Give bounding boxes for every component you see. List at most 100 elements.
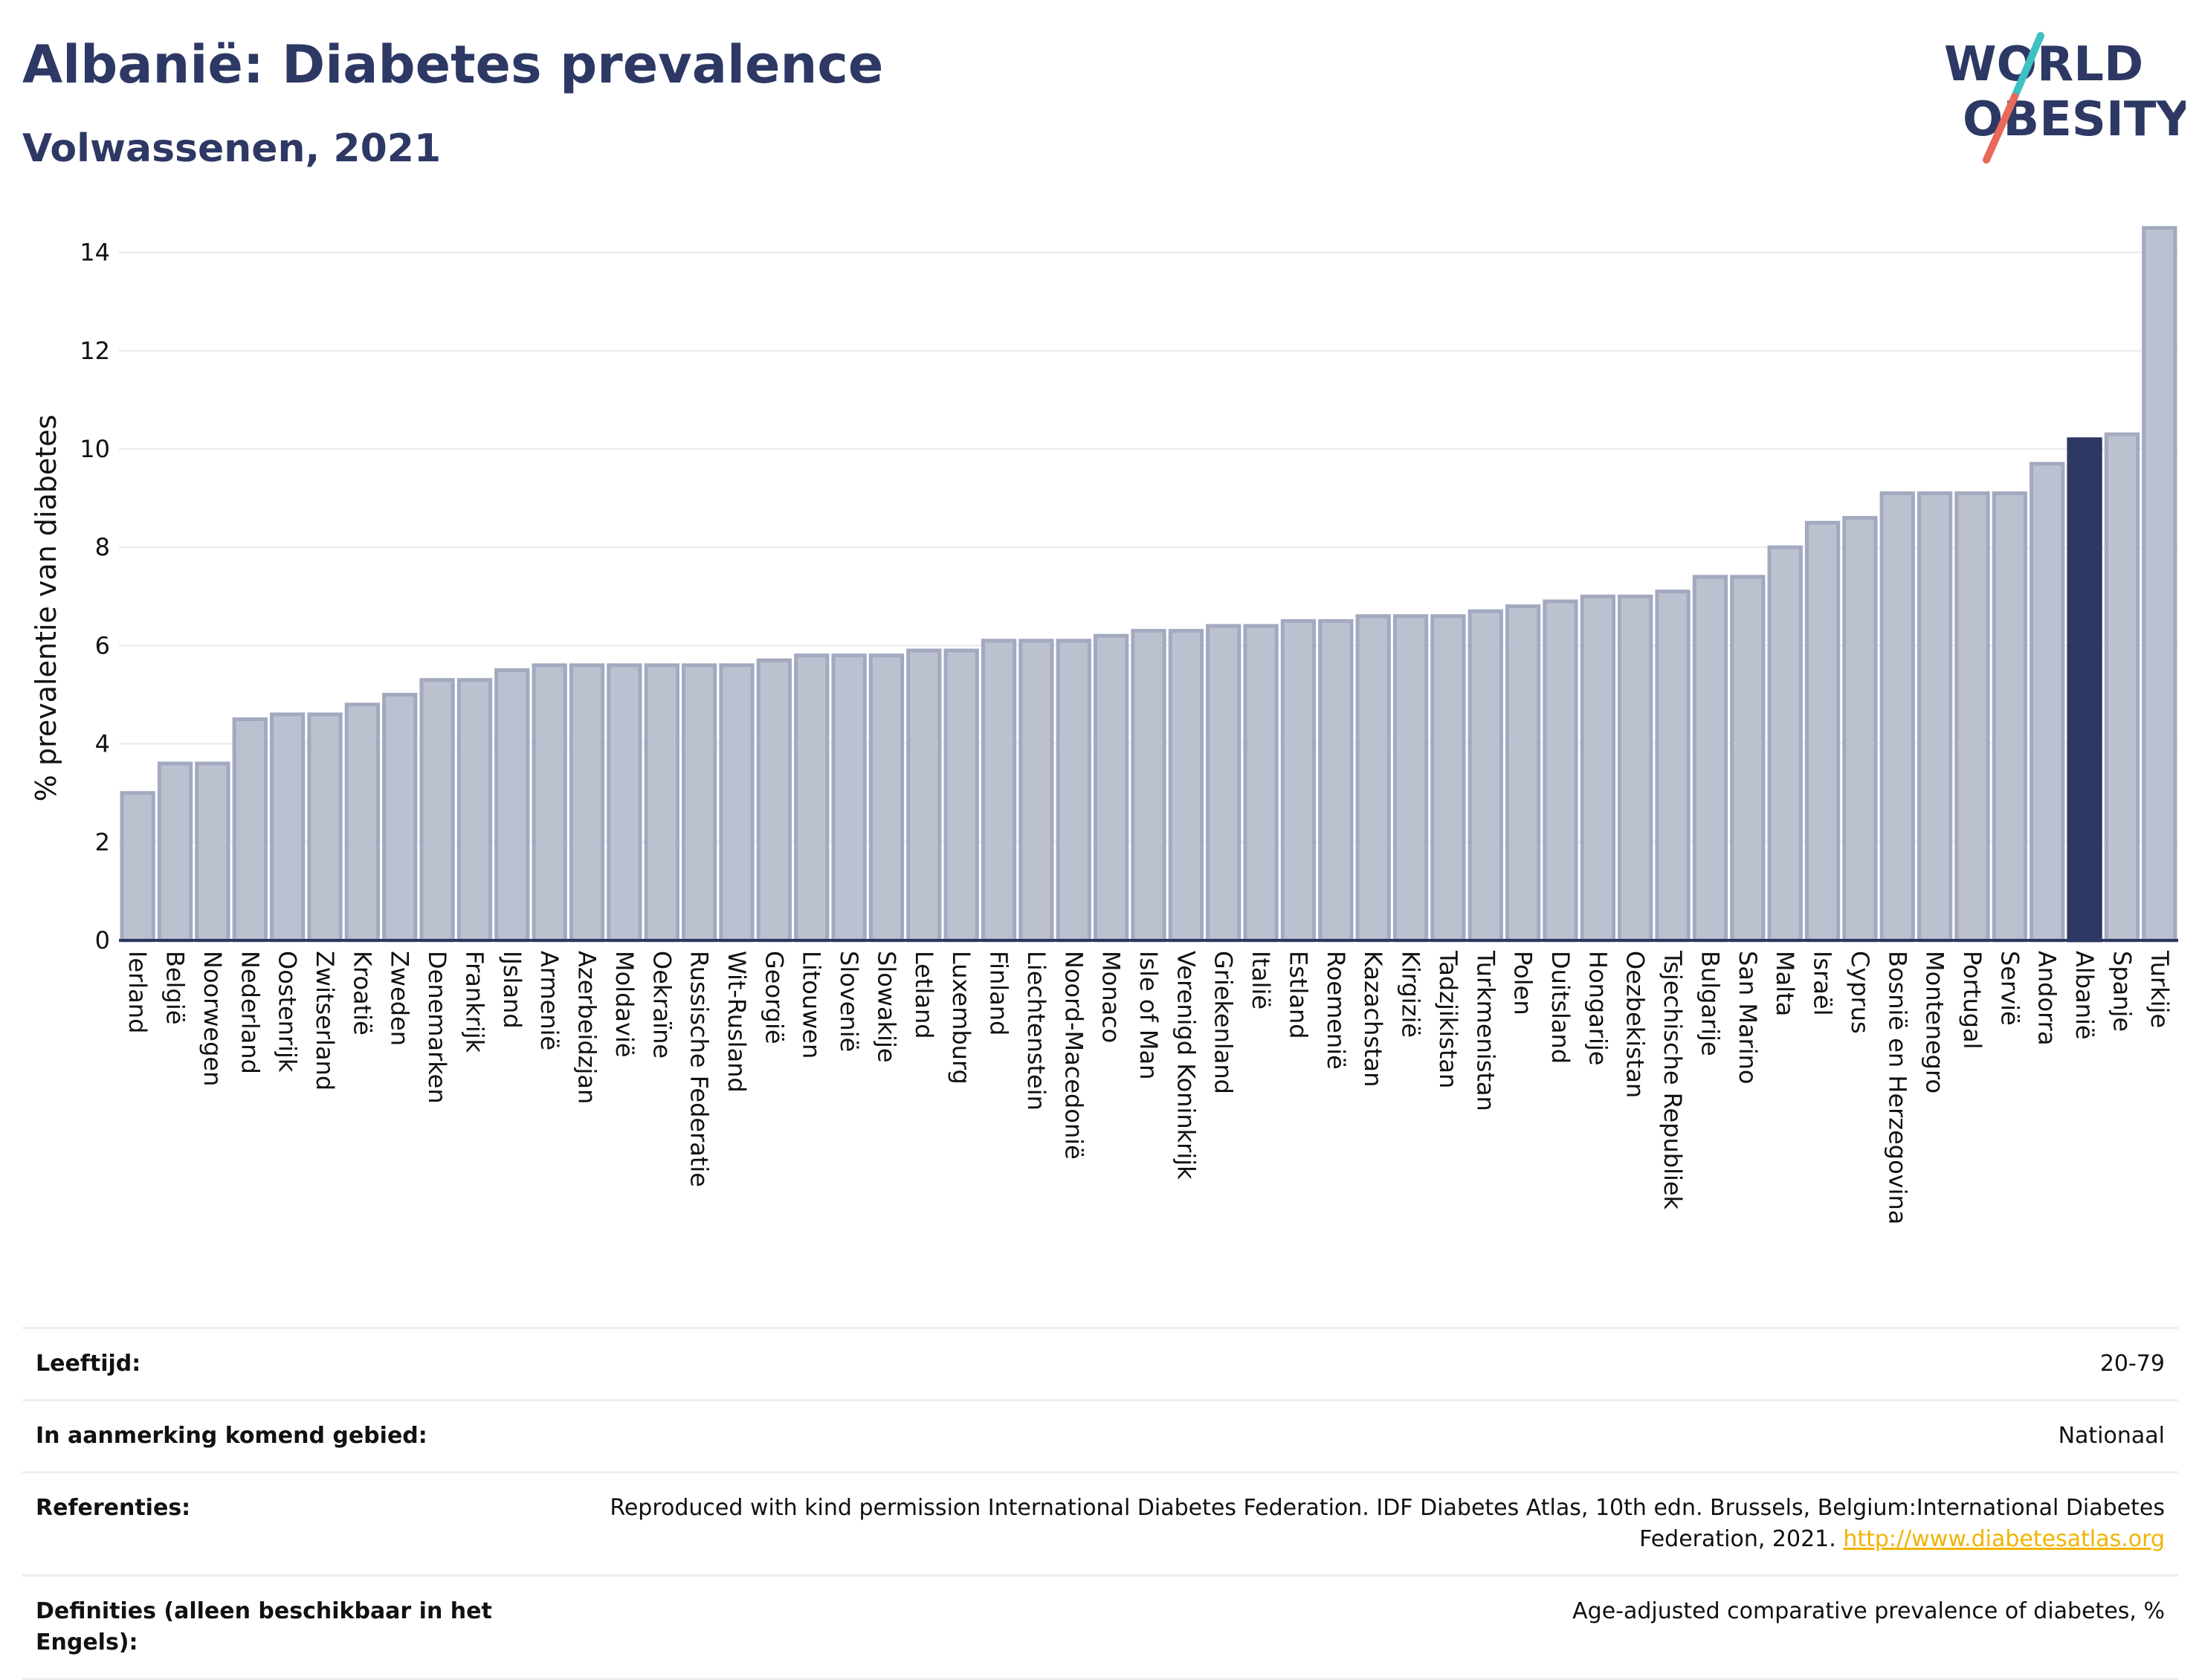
x-tick-label: Denemarken — [423, 951, 451, 1104]
x-tick-label: Monaco — [1097, 951, 1126, 1043]
x-tick-label: Oekraïne — [648, 951, 676, 1059]
x-tick-label: Litouwen — [798, 951, 826, 1059]
bar — [906, 648, 942, 943]
bar — [1355, 614, 1391, 943]
world-obesity-logo: WORLD OBESITY — [1944, 32, 2186, 164]
info-key: In aanmerking komend gebied: — [36, 1423, 427, 1449]
y-tick-label: 14 — [80, 239, 110, 267]
bar — [1505, 604, 1541, 943]
axes: 0 2 4 6 8 10 12 14 — [80, 239, 2178, 954]
x-tick-label: Portugal — [1958, 951, 1986, 1050]
info-key: Definities (alleen beschikbaar in het En… — [36, 1598, 492, 1655]
x-tick-label: Andorra — [2033, 951, 2061, 1045]
bar — [1056, 639, 1091, 943]
info-key: Referenties: — [36, 1495, 191, 1521]
y-tick-label: 4 — [95, 730, 110, 758]
x-tick-label: Italië — [1247, 951, 1275, 1009]
x-tick-label: Ierland — [123, 951, 152, 1033]
x-tick-label: Frankrijk — [460, 951, 488, 1053]
x-tick-label: Noorwegen — [198, 951, 227, 1086]
bar — [232, 717, 268, 943]
bar — [1093, 633, 1129, 943]
info-value: Reproduced with kind permission Internat… — [525, 1473, 2178, 1576]
x-tick-label: Isle of Man — [1134, 951, 1163, 1079]
bar — [1954, 491, 1990, 943]
info-row-age: Leeftijd: 20-79 — [22, 1328, 2178, 1400]
bar — [1767, 545, 1803, 943]
x-tick-label: Albanië — [2070, 951, 2099, 1040]
bar — [1018, 639, 1054, 943]
references-text: Reproduced with kind permission Internat… — [610, 1495, 2165, 1552]
x-tick-label: Servië — [1995, 951, 2024, 1026]
x-tick-label: Roemenië — [1322, 951, 1350, 1070]
bar — [1917, 491, 1953, 943]
info-value: Nationaal — [2058, 1423, 2165, 1449]
logo-slash-top-icon — [2011, 32, 2044, 100]
x-tick-label: IJsland — [498, 951, 526, 1029]
bar — [1730, 575, 1766, 943]
bar — [756, 658, 792, 943]
bar — [607, 663, 642, 943]
x-tick-label: Bulgarije — [1696, 951, 1724, 1056]
bar — [1580, 594, 1616, 943]
category-labels: Ierland België Noorwegen Nederland Oostenrij… — [123, 950, 2174, 1224]
x-tick-label: Zweden — [386, 951, 414, 1046]
bar — [569, 663, 605, 943]
bar — [1206, 624, 1241, 943]
bar — [719, 663, 755, 943]
bar — [868, 653, 905, 943]
bar — [2142, 226, 2177, 943]
x-tick-label: Noord-Macedonië — [1059, 951, 1088, 1160]
x-tick-label: Polen — [1509, 951, 1537, 1015]
bar — [2030, 462, 2065, 943]
x-tick-label: Spanje — [2108, 951, 2136, 1032]
x-tick-label: Turkije — [2145, 950, 2174, 1028]
bar — [269, 712, 306, 943]
bar — [120, 791, 155, 943]
bar — [1131, 629, 1166, 943]
bar — [2104, 432, 2140, 943]
page-title: Albanië: Diabetes prevalence — [22, 34, 884, 95]
x-tick-label: Estland — [1284, 951, 1312, 1039]
x-tick-label: Griekenland — [1210, 951, 1238, 1094]
bar — [382, 693, 418, 943]
bar — [943, 648, 979, 943]
bar — [456, 678, 493, 943]
y-tick-label: 6 — [95, 631, 110, 659]
bar — [981, 639, 1017, 943]
x-tick-label: Russische Federatie — [685, 951, 714, 1187]
x-tick-label: Oostenrijk — [274, 951, 302, 1073]
bar-highlight — [2067, 437, 2102, 943]
logo-text-world: WORLD — [1944, 37, 2143, 92]
x-tick-label: Cyprus — [1846, 951, 1874, 1034]
x-tick-label: Georgië — [760, 951, 788, 1044]
bar — [1879, 491, 1915, 943]
bar — [532, 663, 567, 943]
x-tick-label: Luxemburg — [947, 951, 975, 1085]
y-tick-label: 2 — [95, 828, 110, 856]
bar — [1804, 520, 1841, 943]
info-row-references: Referenties: Reproduced with kind permis… — [22, 1472, 2178, 1576]
logo-slash-bottom-icon — [1983, 93, 2018, 164]
x-tick-label: Turkmenistan — [1471, 950, 1499, 1111]
y-tick-label: 0 — [95, 926, 110, 954]
x-tick-label: Azerbeidzjan — [573, 951, 601, 1104]
bar — [1655, 589, 1691, 943]
x-tick-label: Slovenië — [835, 951, 863, 1052]
bar — [1692, 575, 1728, 943]
bar — [1618, 594, 1653, 943]
info-row-area: In aanmerking komend gebied: Nationaal — [22, 1400, 2178, 1473]
bar — [1280, 618, 1317, 943]
bar — [419, 678, 455, 943]
bar — [1430, 614, 1466, 943]
bar — [681, 663, 717, 943]
bar — [1318, 618, 1354, 943]
diabetes-atlas-link[interactable]: http://www.diabetesatlas.org — [1843, 1526, 2165, 1552]
bar-chart: 0 2 4 6 8 10 12 14 Ierland België Noorwegen Nederl… — [30, 226, 2178, 1224]
x-tick-label: Kazachstan — [1359, 951, 1387, 1087]
x-tick-label: Nederland — [236, 951, 264, 1074]
bar — [1467, 609, 1503, 943]
bar — [1992, 491, 2028, 943]
x-tick-label: Wit-Rusland — [723, 951, 751, 1093]
x-tick-label: Montenegro — [1921, 951, 1949, 1093]
